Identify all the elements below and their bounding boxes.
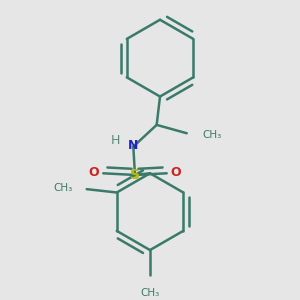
Text: CH₃: CH₃ xyxy=(140,288,160,298)
Text: CH₃: CH₃ xyxy=(202,130,221,140)
Text: O: O xyxy=(171,166,181,179)
Text: S: S xyxy=(130,168,140,182)
Text: CH₃: CH₃ xyxy=(53,184,73,194)
Text: O: O xyxy=(88,166,99,179)
Text: N: N xyxy=(128,140,139,152)
Text: H: H xyxy=(110,134,120,147)
